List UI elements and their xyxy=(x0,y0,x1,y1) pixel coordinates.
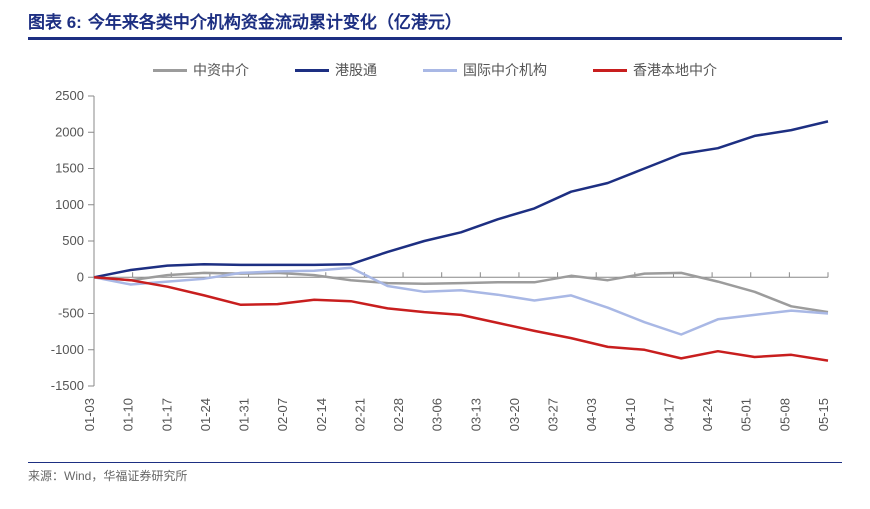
y-tick-label: 2500 xyxy=(55,90,84,103)
x-tick-label: 01-03 xyxy=(82,398,97,431)
legend-label: 中资中介 xyxy=(193,60,249,80)
y-tick-label: -500 xyxy=(58,306,84,321)
x-tick-label: 01-24 xyxy=(198,398,213,431)
chart-area: 中资中介 港股通 国际中介机构 香港本地中介 -1500 -1000 -500 0 500 10… xyxy=(28,42,842,462)
x-tick-label: 04-24 xyxy=(700,398,715,431)
legend-label: 港股通 xyxy=(335,60,377,80)
line-chart: -1500 -1000 -500 0 500 1000 1500 2000 2500 01-03 0… xyxy=(28,90,842,462)
series-line xyxy=(94,121,828,277)
y-tick-label: -1500 xyxy=(51,378,84,393)
x-tick-label: 05-01 xyxy=(739,398,754,431)
y-tick-label: 1000 xyxy=(55,197,84,212)
x-tick-label: 03-13 xyxy=(468,398,483,431)
figure-title: 今年来各类中介机构资金流动累计变化（亿港元） xyxy=(88,8,462,33)
legend-item: 中资中介 xyxy=(153,60,249,80)
x-tick-label: 03-20 xyxy=(507,398,522,431)
title-underline xyxy=(28,37,842,40)
y-tick-label: 2000 xyxy=(55,124,84,139)
x-tick-label: 04-03 xyxy=(584,398,599,431)
x-tick-label: 05-15 xyxy=(816,398,831,431)
legend-item: 港股通 xyxy=(295,60,377,80)
y-tick-label: 500 xyxy=(62,233,84,248)
x-tick-label: 03-27 xyxy=(546,398,561,431)
chart-figure: 图表 6: 今年来各类中介机构资金流动累计变化（亿港元） 中资中介 港股通 国际中介… xyxy=(0,0,870,509)
legend-item: 国际中介机构 xyxy=(423,60,547,80)
legend: 中资中介 港股通 国际中介机构 香港本地中介 xyxy=(28,42,842,80)
x-tick-label: 01-10 xyxy=(121,398,136,431)
legend-swatch xyxy=(295,69,329,72)
y-tick-label: 1500 xyxy=(55,161,84,176)
x-tick-label: 02-21 xyxy=(352,398,367,431)
x-tick-label: 04-17 xyxy=(661,398,676,431)
legend-swatch xyxy=(593,69,627,72)
x-tick-label: 03-06 xyxy=(430,398,445,431)
legend-label: 国际中介机构 xyxy=(463,60,547,80)
legend-swatch xyxy=(153,69,187,72)
legend-swatch xyxy=(423,69,457,72)
x-tick-label: 01-17 xyxy=(159,398,174,431)
legend-item: 香港本地中介 xyxy=(593,60,717,80)
figure-label: 图表 6: xyxy=(28,8,82,33)
x-tick-label: 01-31 xyxy=(237,398,252,431)
x-tick-label: 02-28 xyxy=(391,398,406,431)
x-tick-label: 04-10 xyxy=(623,398,638,431)
source-text: 来源：Wind，华福证券研究所 xyxy=(28,462,842,484)
legend-label: 香港本地中介 xyxy=(633,60,717,80)
title-row: 图表 6: 今年来各类中介机构资金流动累计变化（亿港元） xyxy=(0,0,870,37)
x-tick-label: 02-07 xyxy=(275,398,290,431)
y-tick-label: -1000 xyxy=(51,342,84,357)
series-line xyxy=(94,268,828,335)
y-tick-label: 0 xyxy=(77,269,84,284)
x-tick-label: 05-08 xyxy=(777,398,792,431)
x-tick-label: 02-14 xyxy=(314,398,329,431)
